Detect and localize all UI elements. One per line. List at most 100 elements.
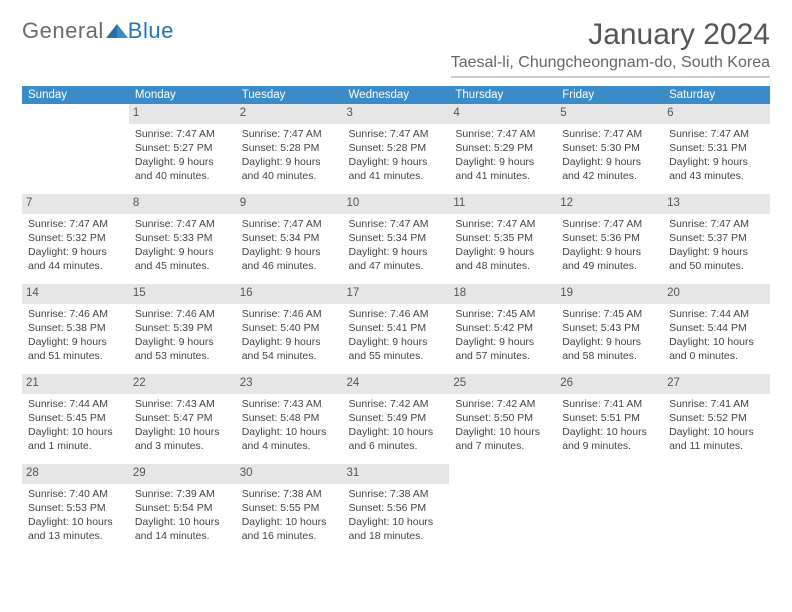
day-details: Sunrise: 7:39 AMSunset: 5:54 PMDaylight:… bbox=[133, 487, 232, 544]
calendar-cell: 16Sunrise: 7:46 AMSunset: 5:40 PMDayligh… bbox=[236, 284, 343, 374]
calendar-row: 7Sunrise: 7:47 AMSunset: 5:32 PMDaylight… bbox=[22, 194, 770, 284]
day-number: 18 bbox=[449, 284, 556, 304]
calendar-row: 21Sunrise: 7:44 AMSunset: 5:45 PMDayligh… bbox=[22, 374, 770, 464]
sunset-text: Sunset: 5:45 PM bbox=[28, 411, 123, 425]
sunset-text: Sunset: 5:37 PM bbox=[669, 231, 764, 245]
calendar-cell: 8Sunrise: 7:47 AMSunset: 5:33 PMDaylight… bbox=[129, 194, 236, 284]
sunrise-text: Sunrise: 7:42 AM bbox=[349, 397, 444, 411]
calendar-cell: 22Sunrise: 7:43 AMSunset: 5:47 PMDayligh… bbox=[129, 374, 236, 464]
day-number: 7 bbox=[22, 194, 129, 214]
calendar-cell: 17Sunrise: 7:46 AMSunset: 5:41 PMDayligh… bbox=[343, 284, 450, 374]
day-number: 3 bbox=[343, 104, 450, 124]
calendar-cell: 9Sunrise: 7:47 AMSunset: 5:34 PMDaylight… bbox=[236, 194, 343, 284]
sunset-text: Sunset: 5:52 PM bbox=[669, 411, 764, 425]
calendar-cell: 19 Sunrise: 7:45 AMSunset: 5:43 PMDayligh… bbox=[556, 284, 663, 374]
daylight-text: Daylight: 10 hours and 6 minutes. bbox=[349, 425, 444, 453]
calendar-cell bbox=[449, 464, 556, 554]
daylight-text: Daylight: 10 hours and 9 minutes. bbox=[562, 425, 657, 453]
sunset-text: Sunset: 5:28 PM bbox=[242, 141, 337, 155]
weekday-header: Sunday bbox=[22, 86, 129, 104]
calendar-cell: 13Sunrise: 7:47 AMSunset: 5:37 PMDayligh… bbox=[663, 194, 770, 284]
calendar-cell: 7Sunrise: 7:47 AMSunset: 5:32 PMDaylight… bbox=[22, 194, 129, 284]
daylight-text: Daylight: 9 hours and 48 minutes. bbox=[455, 245, 550, 273]
day-details: Sunrise: 7:45 AMSunset: 5:43 PMDaylight:… bbox=[560, 307, 659, 364]
sunset-text: Sunset: 5:38 PM bbox=[28, 321, 123, 335]
sunrise-text: Sunrise: 7:43 AM bbox=[242, 397, 337, 411]
day-number: 10 bbox=[343, 194, 450, 214]
calendar-cell: 5Sunrise: 7:47 AMSunset: 5:30 PMDaylight… bbox=[556, 104, 663, 194]
sunrise-text: Sunrise: 7:47 AM bbox=[242, 127, 337, 141]
sunset-text: Sunset: 5:47 PM bbox=[135, 411, 230, 425]
logo-text-blue: Blue bbox=[128, 18, 174, 44]
logo-mark-icon bbox=[106, 18, 128, 44]
sunset-text: Sunset: 5:40 PM bbox=[242, 321, 337, 335]
day-details: Sunrise: 7:38 AMSunset: 5:56 PMDaylight:… bbox=[347, 487, 446, 544]
sunset-text: Sunset: 5:29 PM bbox=[455, 141, 550, 155]
sunset-text: Sunset: 5:56 PM bbox=[349, 501, 444, 515]
calendar-cell: 30Sunrise: 7:38 AMSunset: 5:55 PMDayligh… bbox=[236, 464, 343, 554]
sunrise-text: Sunrise: 7:47 AM bbox=[28, 217, 123, 231]
daylight-text: Daylight: 10 hours and 7 minutes. bbox=[455, 425, 550, 453]
calendar-row: 1Sunrise: 7:47 AMSunset: 5:27 PMDaylight… bbox=[22, 104, 770, 194]
daylight-text: Daylight: 9 hours and 43 minutes. bbox=[669, 155, 764, 183]
sunrise-text: Sunrise: 7:47 AM bbox=[669, 127, 764, 141]
day-number: 8 bbox=[129, 194, 236, 214]
daylight-text: Daylight: 10 hours and 18 minutes. bbox=[349, 515, 444, 543]
day-number: 2 bbox=[236, 104, 343, 124]
sunset-text: Sunset: 5:27 PM bbox=[135, 141, 230, 155]
day-number: 21 bbox=[22, 374, 129, 394]
daylight-text: Daylight: 10 hours and 16 minutes. bbox=[242, 515, 337, 543]
sunrise-text: Sunrise: 7:47 AM bbox=[455, 217, 550, 231]
weekday-header: Thursday bbox=[449, 86, 556, 104]
daylight-text: Daylight: 9 hours and 53 minutes. bbox=[135, 335, 230, 363]
sunrise-text: Sunrise: 7:47 AM bbox=[135, 127, 230, 141]
day-details: Sunrise: 7:42 AMSunset: 5:49 PMDaylight:… bbox=[347, 397, 446, 454]
calendar-cell: 29 Sunrise: 7:39 AMSunset: 5:54 PMDayligh… bbox=[129, 464, 236, 554]
day-number: 24 bbox=[343, 374, 450, 394]
daylight-text: Daylight: 9 hours and 54 minutes. bbox=[242, 335, 337, 363]
daylight-text: Daylight: 9 hours and 51 minutes. bbox=[28, 335, 123, 363]
day-details: Sunrise: 7:46 AMSunset: 5:38 PMDaylight:… bbox=[26, 307, 125, 364]
sunrise-text: Sunrise: 7:46 AM bbox=[135, 307, 230, 321]
sunrise-text: Sunrise: 7:45 AM bbox=[562, 307, 657, 321]
sunrise-text: Sunrise: 7:47 AM bbox=[455, 127, 550, 141]
sunset-text: Sunset: 5:34 PM bbox=[242, 231, 337, 245]
day-number: 22 bbox=[129, 374, 236, 394]
sunset-text: Sunset: 5:53 PM bbox=[28, 501, 123, 515]
sunrise-text: Sunrise: 7:47 AM bbox=[562, 127, 657, 141]
day-number: 19 bbox=[556, 284, 663, 304]
sunrise-text: Sunrise: 7:40 AM bbox=[28, 487, 123, 501]
sunset-text: Sunset: 5:36 PM bbox=[562, 231, 657, 245]
daylight-text: Daylight: 9 hours and 44 minutes. bbox=[28, 245, 123, 273]
weekday-header-row: Sunday Monday Tuesday Wednesday Thursday… bbox=[22, 86, 770, 104]
logo-text-general: General bbox=[22, 18, 104, 44]
sunrise-text: Sunrise: 7:47 AM bbox=[669, 217, 764, 231]
day-number: 30 bbox=[236, 464, 343, 484]
daylight-text: Daylight: 9 hours and 46 minutes. bbox=[242, 245, 337, 273]
daylight-text: Daylight: 9 hours and 58 minutes. bbox=[562, 335, 657, 363]
day-number: 23 bbox=[236, 374, 343, 394]
location: Taesal-li, Chungcheongnam-do, South Kore… bbox=[451, 54, 770, 78]
calendar-cell: 20Sunrise: 7:44 AMSunset: 5:44 PMDayligh… bbox=[663, 284, 770, 374]
calendar-cell: 14Sunrise: 7:46 AMSunset: 5:38 PMDayligh… bbox=[22, 284, 129, 374]
title-block: January 2024 Taesal-li, Chungcheongnam-d… bbox=[451, 18, 770, 80]
calendar-body: 1Sunrise: 7:47 AMSunset: 5:27 PMDaylight… bbox=[22, 104, 770, 554]
day-number: 5 bbox=[556, 104, 663, 124]
daylight-text: Daylight: 10 hours and 3 minutes. bbox=[135, 425, 230, 453]
day-details: Sunrise: 7:47 AMSunset: 5:37 PMDaylight:… bbox=[667, 217, 766, 274]
day-details: Sunrise: 7:40 AMSunset: 5:53 PMDaylight:… bbox=[26, 487, 125, 544]
calendar-cell: 18Sunrise: 7:45 AMSunset: 5:42 PMDayligh… bbox=[449, 284, 556, 374]
day-number: 4 bbox=[449, 104, 556, 124]
daylight-text: Daylight: 9 hours and 42 minutes. bbox=[562, 155, 657, 183]
calendar-cell: 12Sunrise: 7:47 AMSunset: 5:36 PMDayligh… bbox=[556, 194, 663, 284]
sunrise-text: Sunrise: 7:47 AM bbox=[135, 217, 230, 231]
calendar-cell: 11Sunrise: 7:47 AMSunset: 5:35 PMDayligh… bbox=[449, 194, 556, 284]
sunset-text: Sunset: 5:31 PM bbox=[669, 141, 764, 155]
day-details: Sunrise: 7:47 AMSunset: 5:34 PMDaylight:… bbox=[347, 217, 446, 274]
calendar-cell: 25Sunrise: 7:42 AMSunset: 5:50 PMDayligh… bbox=[449, 374, 556, 464]
day-number: 29 bbox=[129, 464, 236, 484]
daylight-text: Daylight: 10 hours and 1 minute. bbox=[28, 425, 123, 453]
calendar-cell bbox=[663, 464, 770, 554]
sunrise-text: Sunrise: 7:47 AM bbox=[562, 217, 657, 231]
sunset-text: Sunset: 5:50 PM bbox=[455, 411, 550, 425]
